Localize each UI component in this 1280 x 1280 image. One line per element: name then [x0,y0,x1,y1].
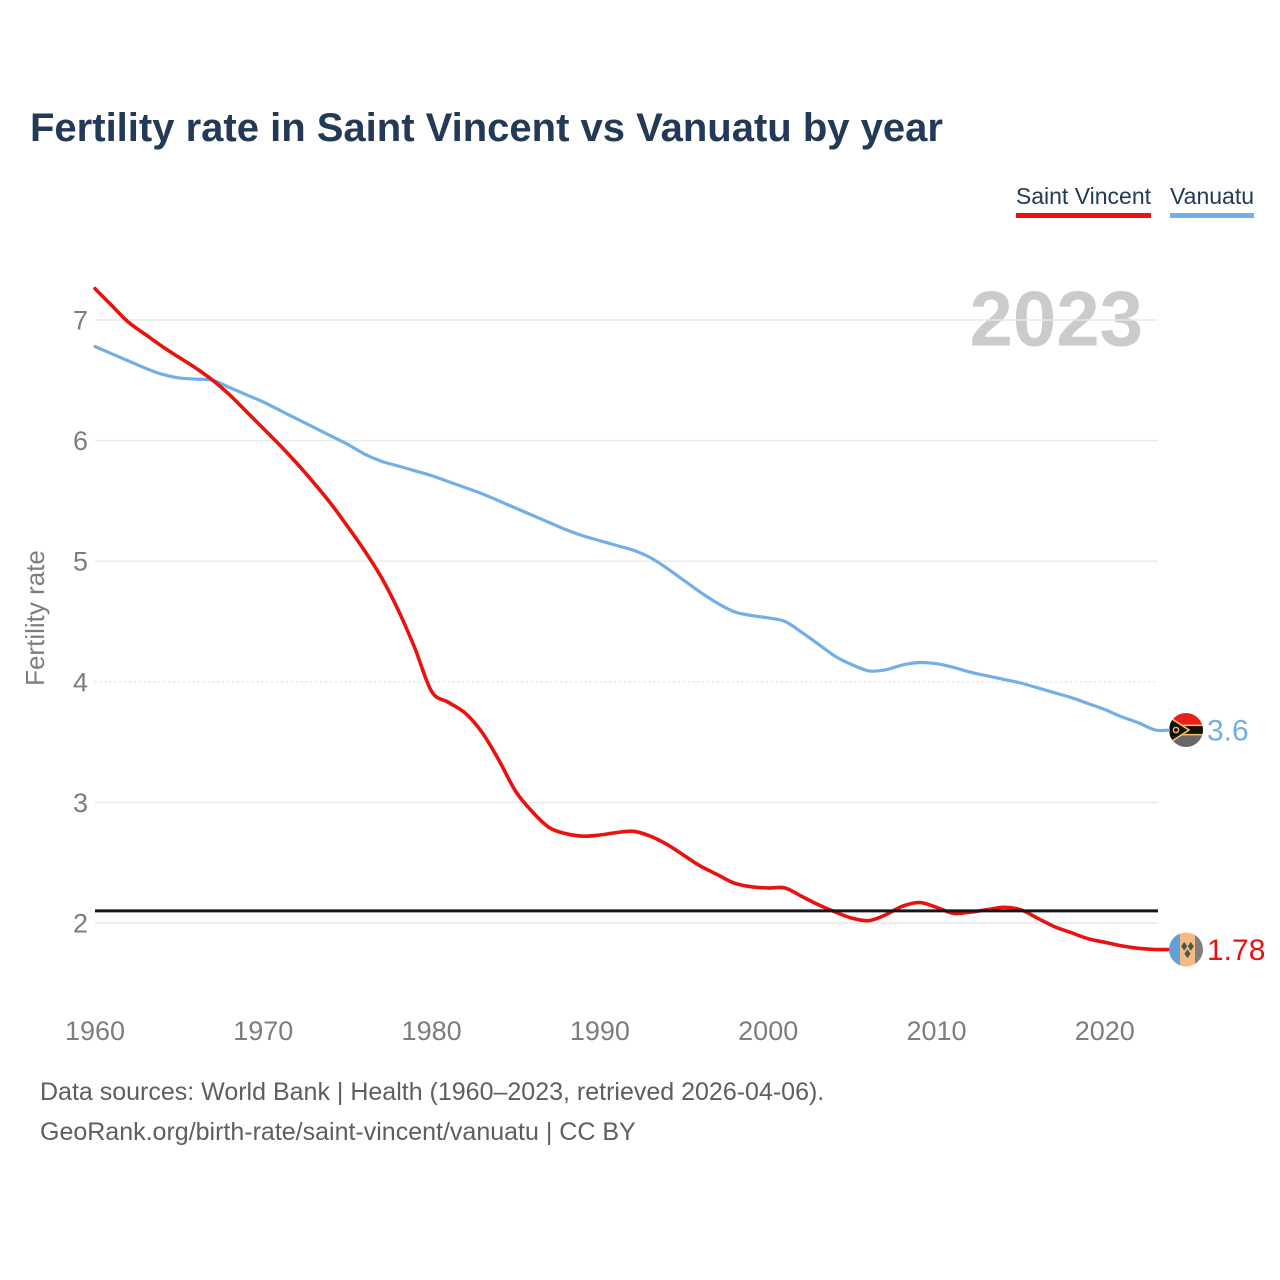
x-tick-label-1960: 1960 [65,1016,125,1046]
y-axis-label: Fertility rate [20,550,50,686]
footer-data-sources: Data sources: World Bank | Health (1960–… [40,1078,825,1106]
vanuatu-flag-gold-bottom [1169,733,1203,736]
footer-attribution: GeoRank.org/birth-rate/saint-vincent/van… [40,1118,636,1146]
y-tick-label-6: 6 [73,426,88,456]
y-tick-label-5: 5 [73,547,88,577]
saint-vincent-flag-icon [1169,932,1203,967]
series-line-vanuatu [93,344,1173,733]
y-tick-label-3: 3 [73,788,88,818]
saint-vincent-flag-diamonds [1181,941,1194,959]
saint-vincent-flag-blue [1169,932,1180,967]
legend-item-saint-vincent[interactable]: Saint Vincent [1015,183,1152,218]
end-value-label-saint-vincent: 1.78 [1207,934,1265,967]
vanuatu-flag-tusk-emblem [1172,726,1180,734]
x-tick-label-1970: 1970 [233,1016,293,1046]
legend-item-vanuatu[interactable]: Vanuatu [1170,183,1254,218]
x-tick-label-1980: 1980 [402,1016,462,1046]
series-line-saint-vincent [93,286,1173,952]
vanuatu-flag-icon [1169,713,1203,747]
x-tick-label-2000: 2000 [738,1016,798,1046]
x-tick-label-1990: 1990 [570,1016,630,1046]
saint-vincent-flag-green [1195,932,1203,967]
x-tick-label-2010: 2010 [906,1016,966,1046]
y-tick-label-7: 7 [73,305,88,335]
page-title: Fertility rate in Saint Vincent vs Vanua… [30,106,943,150]
y-tick-label-4: 4 [73,667,88,697]
legend: Saint Vincent Vanuatu [1015,183,1254,218]
x-tick-label-2020: 2020 [1075,1016,1135,1046]
y-tick-label-2: 2 [73,908,88,938]
year-watermark: 2023 [969,274,1143,362]
vanuatu-flag-gold-top [1169,724,1203,727]
end-value-label-vanuatu: 3.6 [1207,715,1249,748]
footer: Data sources: World Bank | Health (1960–… [40,1072,824,1152]
